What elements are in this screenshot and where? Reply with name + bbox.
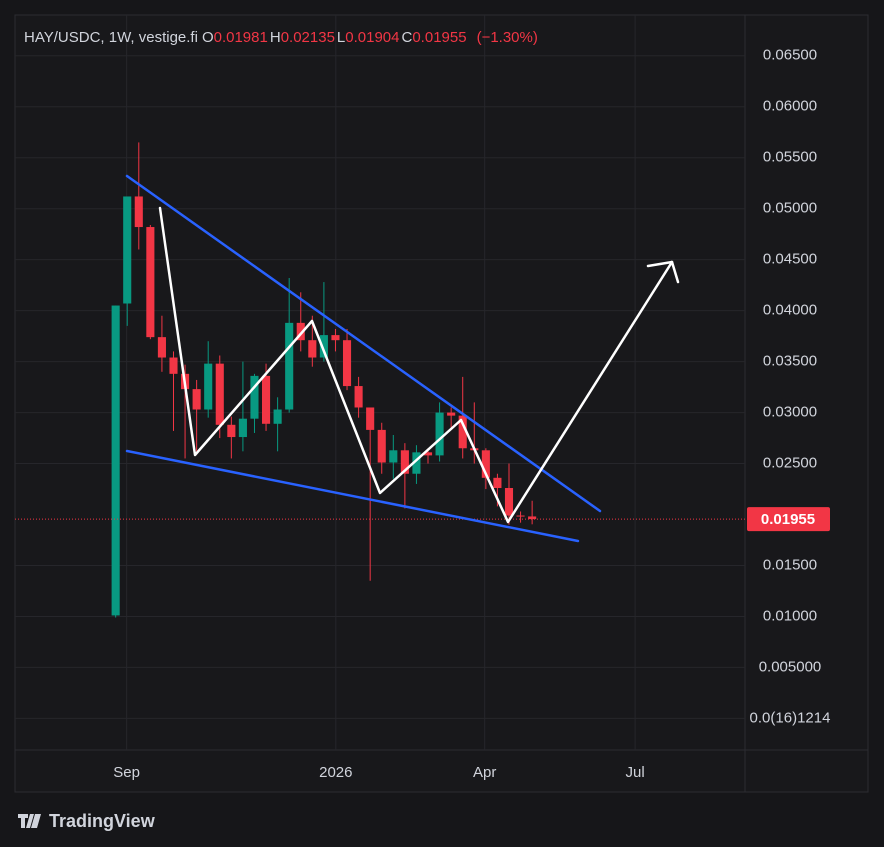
candle-body bbox=[146, 227, 155, 338]
y-tick-label: 0.02500 bbox=[763, 455, 817, 472]
candle-body bbox=[342, 340, 352, 387]
candle-body bbox=[354, 386, 363, 408]
x-tick-label: Apr bbox=[473, 764, 496, 781]
y-tick-label: 0.04000 bbox=[763, 302, 817, 319]
legend-header: HAY/USDC, 1W, vestige.fi O0.01981 H0.02135… bbox=[24, 29, 538, 46]
candle-body bbox=[331, 335, 340, 341]
candle-body bbox=[308, 340, 317, 358]
candle-body bbox=[157, 337, 166, 358]
y-tick-label: 0.01500 bbox=[763, 556, 817, 573]
last-price-label: 0.01955 bbox=[761, 511, 815, 528]
candle-body bbox=[366, 407, 375, 430]
legend-text: 0.01955 bbox=[412, 29, 466, 46]
candle-body bbox=[493, 477, 502, 489]
candle-body bbox=[215, 363, 224, 425]
legend-text: (−1.30%) bbox=[477, 29, 538, 46]
brand: TradingView bbox=[18, 811, 156, 831]
y-tick-label: 0.0(16)1214 bbox=[750, 709, 831, 726]
candle-body bbox=[435, 412, 444, 456]
candle-body bbox=[296, 322, 305, 341]
y-tick-label: 0.01000 bbox=[763, 607, 817, 624]
x-tick-label: 2026 bbox=[319, 764, 352, 781]
last-price-box bbox=[747, 507, 830, 532]
candle-body bbox=[400, 450, 409, 474]
candles bbox=[15, 142, 745, 618]
candle-body bbox=[238, 418, 247, 438]
candle-body bbox=[227, 424, 236, 438]
candle-body bbox=[528, 516, 537, 520]
trendline bbox=[125, 449, 580, 543]
legend-text: 0.02135 bbox=[281, 29, 335, 46]
y-tick-label: 0.03500 bbox=[763, 353, 817, 370]
candle-body bbox=[447, 412, 456, 416]
brand-logo bbox=[18, 814, 41, 828]
candle-body bbox=[111, 305, 120, 616]
arrow-head bbox=[646, 260, 680, 284]
legend-text: L bbox=[337, 29, 345, 46]
y-tick-label: 0.04500 bbox=[763, 251, 817, 268]
grid bbox=[15, 15, 745, 750]
zigzag-path bbox=[158, 206, 674, 524]
x-tick-label: Sep bbox=[113, 764, 140, 781]
candle-body bbox=[377, 429, 386, 463]
candle-body bbox=[169, 357, 178, 374]
candle-body bbox=[412, 452, 421, 474]
y-tick-label: 0.05000 bbox=[763, 200, 817, 217]
legend-text: 0.01981 bbox=[214, 29, 268, 46]
candle-body bbox=[250, 375, 259, 419]
candle-body bbox=[504, 488, 514, 516]
y-tick-label: 0.03000 bbox=[763, 404, 817, 421]
legend-text: HAY/USDC, 1W, vestige.fi bbox=[24, 29, 198, 46]
trendline bbox=[125, 174, 602, 513]
candle-body bbox=[204, 363, 213, 410]
candle-body bbox=[192, 389, 201, 410]
candle-body bbox=[423, 452, 433, 456]
candle-body bbox=[261, 375, 271, 424]
candle-body bbox=[134, 196, 143, 228]
candle-body bbox=[481, 450, 490, 478]
x-tick-label: Jul bbox=[626, 764, 645, 781]
candle-body bbox=[319, 335, 328, 358]
panel bbox=[14, 14, 869, 793]
candle-body bbox=[273, 409, 282, 424]
candle-body bbox=[516, 515, 525, 517]
y-tick-label: 0.06000 bbox=[763, 98, 817, 115]
legend-text: 0.01904 bbox=[345, 29, 399, 46]
candle-body bbox=[285, 322, 294, 410]
legend-text: H bbox=[270, 29, 281, 46]
legend-text: O bbox=[202, 29, 214, 46]
drawings bbox=[125, 174, 680, 543]
brand-name: TradingView bbox=[49, 811, 156, 831]
y-tick-label: 0.005000 bbox=[759, 658, 822, 675]
axes: 0.06500 0.06000 0.05500 0.05000 0.04500 0.040… bbox=[113, 47, 830, 781]
y-tick-label: 0.06500 bbox=[763, 47, 817, 64]
candle-body bbox=[123, 196, 132, 304]
candle-body bbox=[389, 450, 398, 463]
y-tick-label: 0.05500 bbox=[763, 149, 817, 166]
legend-text: C bbox=[402, 29, 413, 46]
candle-body bbox=[458, 415, 467, 449]
